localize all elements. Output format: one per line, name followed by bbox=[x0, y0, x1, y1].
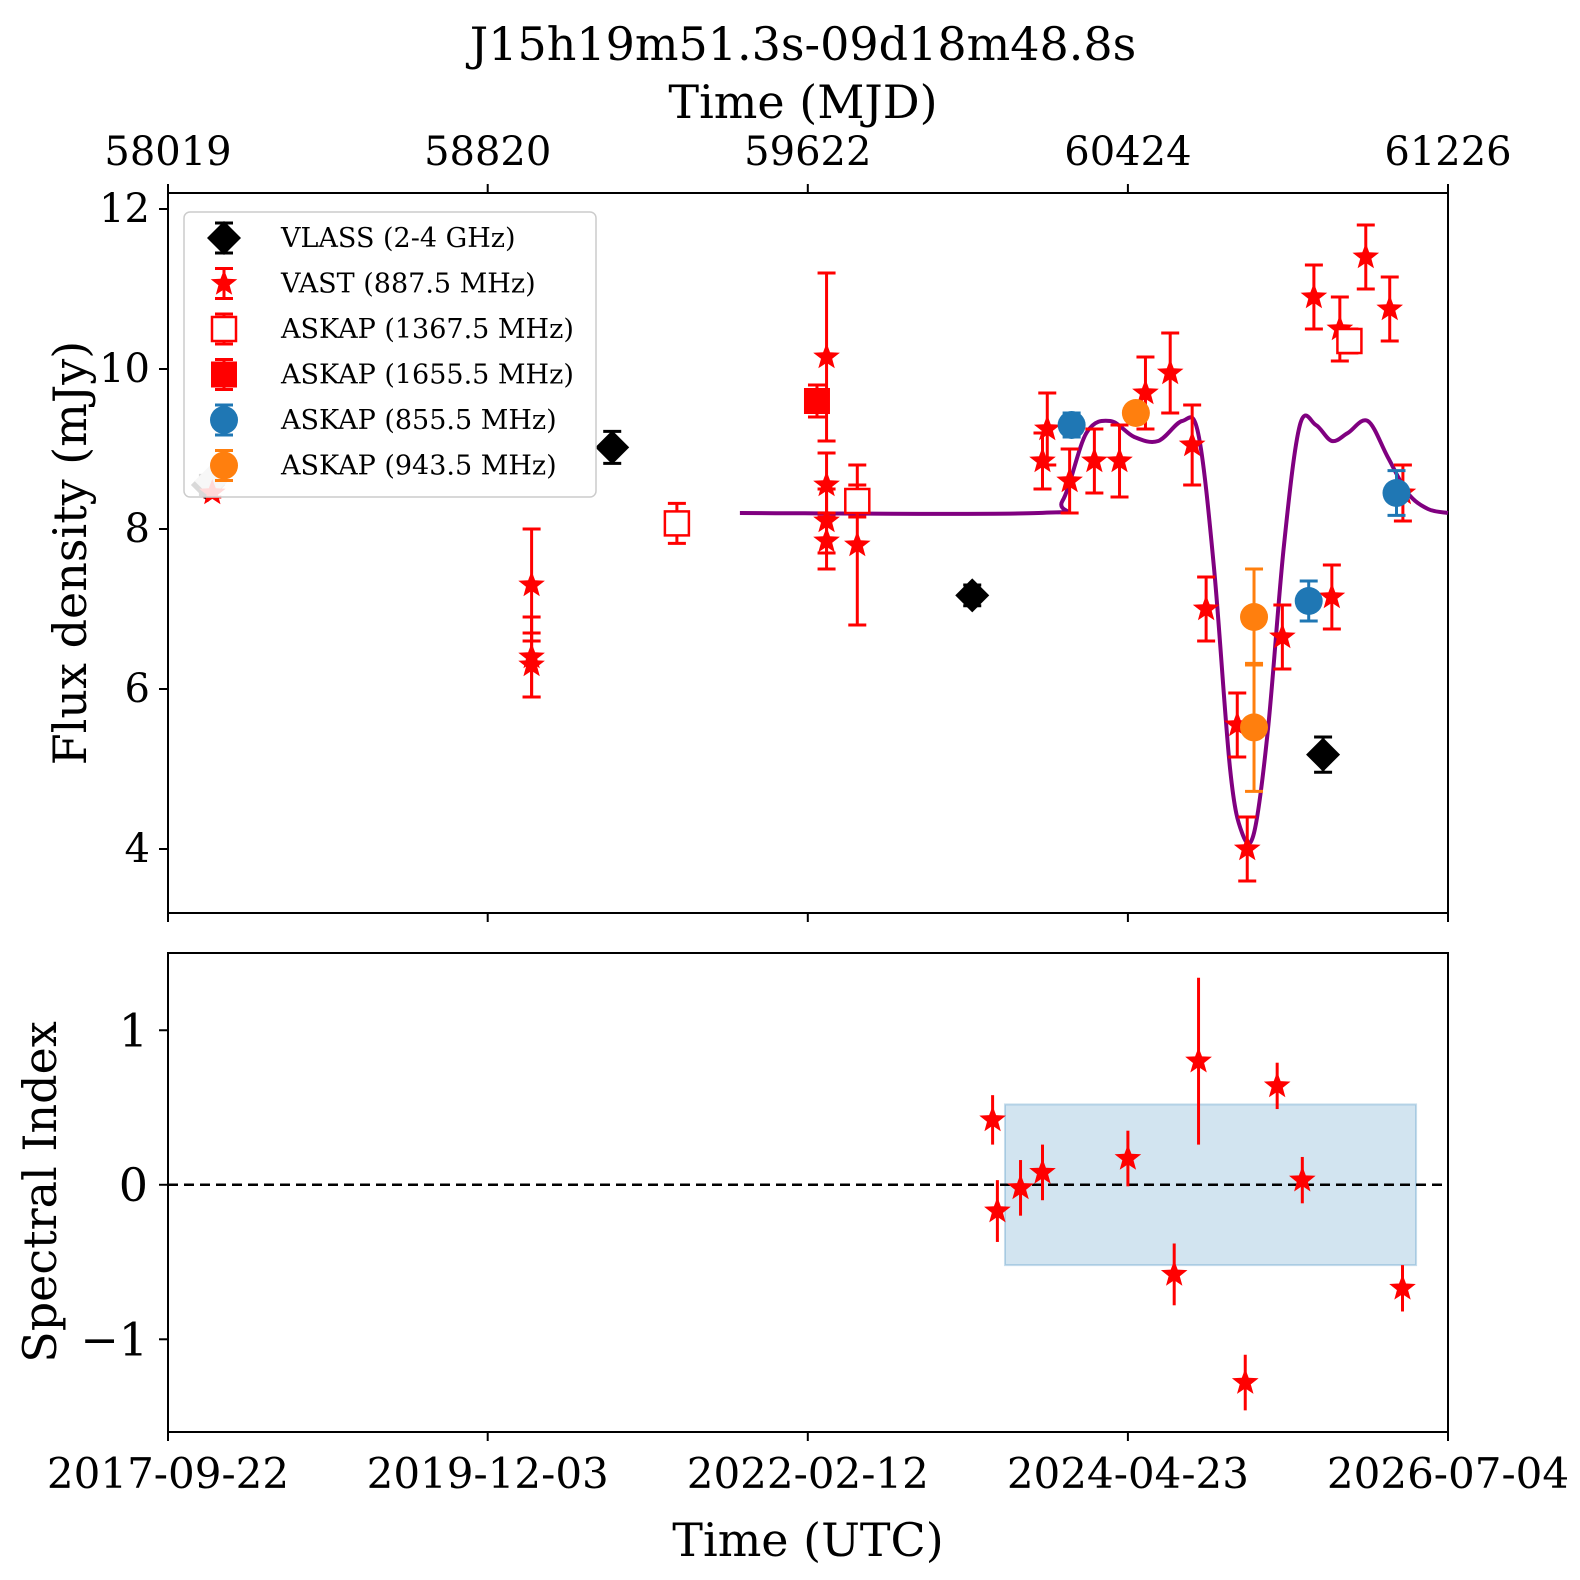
top-data-point bbox=[813, 343, 840, 369]
top-data-point bbox=[595, 430, 630, 465]
bottom-data-point bbox=[1389, 1274, 1416, 1300]
top-data-point bbox=[1240, 603, 1269, 631]
bottom-y-axis-label: Spectral Index bbox=[13, 1021, 67, 1363]
top-data-point bbox=[1223, 711, 1251, 737]
top-data-point bbox=[1306, 737, 1341, 772]
top-data-point bbox=[1318, 583, 1346, 609]
top-data-point bbox=[844, 487, 871, 515]
top-data-point bbox=[1132, 379, 1159, 405]
top-x-axis-label: Time (MJD) bbox=[668, 75, 937, 129]
top-y-axis-label: Flux density (mJy) bbox=[43, 341, 97, 765]
model-curve bbox=[739, 413, 1449, 846]
bottom-data-point bbox=[984, 1197, 1011, 1223]
legend-frame bbox=[183, 211, 597, 498]
top-data-point bbox=[1269, 623, 1296, 649]
bottom-y-tick-label: −1 bbox=[80, 1312, 148, 1366]
bottom-data-point bbox=[1289, 1166, 1316, 1192]
bottom-data-point bbox=[1029, 1158, 1056, 1184]
figure-title: J15h19m51.3s-09d18m48.8s bbox=[466, 17, 1136, 71]
top-y-tick-label: 6 bbox=[125, 666, 150, 712]
top-data-point bbox=[518, 571, 545, 597]
top-data-point bbox=[1352, 243, 1380, 269]
bottom-panel-points bbox=[979, 977, 1416, 1411]
top-data-point bbox=[955, 578, 990, 613]
top-data-point bbox=[813, 471, 840, 497]
bottom-data-point bbox=[1185, 1047, 1212, 1073]
top-x-tick-label: 60424 bbox=[1064, 129, 1191, 175]
top-panel-ticks: 4 6 8 10 12 58019 58820 59622 60424 61226 bbox=[99, 129, 1512, 922]
top-data-point bbox=[1081, 447, 1108, 473]
legend-label: ASKAP (943.5 MHz) bbox=[280, 451, 557, 482]
top-data-point bbox=[1056, 467, 1083, 493]
bottom-data-point bbox=[1114, 1144, 1142, 1170]
top-data-point bbox=[1106, 447, 1133, 473]
legend-label: ASKAP (1655.5 MHz) bbox=[280, 360, 574, 391]
bottom-x-tick-label: 2017-09-22 bbox=[47, 1449, 289, 1498]
top-data-point bbox=[1192, 595, 1220, 621]
bottom-x-tick-label: 2022-02-12 bbox=[687, 1449, 929, 1498]
top-y-tick-label: 12 bbox=[99, 186, 150, 232]
bottom-data-point bbox=[1231, 1368, 1259, 1394]
top-data-point bbox=[1178, 431, 1206, 457]
top-y-tick-label: 10 bbox=[99, 346, 150, 392]
top-data-point bbox=[1300, 283, 1328, 309]
top-x-tick-label: 59622 bbox=[744, 129, 871, 175]
top-y-tick-label: 4 bbox=[125, 826, 150, 872]
bottom-x-tick-label: 2024-04-23 bbox=[1007, 1449, 1249, 1498]
top-data-point bbox=[518, 651, 545, 677]
legend-marker bbox=[210, 406, 238, 434]
top-data-point bbox=[1034, 415, 1061, 441]
legend-marker bbox=[210, 315, 238, 343]
top-data-point bbox=[1326, 315, 1354, 341]
legend-marker bbox=[207, 221, 241, 255]
legend-marker bbox=[211, 361, 237, 388]
bottom-x-tick-label: 2019-12-03 bbox=[367, 1449, 609, 1498]
spectral-index-panel: 1 0 −1 2017-09-22 2019-12-03 2022-02-12 2024-0… bbox=[13, 952, 1569, 1567]
top-data-point bbox=[1121, 399, 1150, 427]
bottom-y-tick-label: 1 bbox=[119, 1003, 148, 1057]
top-data-point bbox=[1382, 479, 1411, 507]
bottom-data-point bbox=[1160, 1260, 1188, 1286]
top-data-point bbox=[813, 527, 840, 553]
bottom-x-tick-label: 2026-07-04 bbox=[1327, 1449, 1569, 1498]
top-data-point bbox=[844, 531, 871, 557]
top-x-tick-label: 58019 bbox=[104, 129, 231, 175]
flux-density-panel: 4 6 8 10 12 58019 58820 59622 60424 61226 Flux de… bbox=[43, 129, 1512, 922]
top-data-point bbox=[663, 510, 691, 537]
legend-label: ASKAP (855.5 MHz) bbox=[280, 405, 557, 436]
top-data-point bbox=[803, 388, 830, 414]
bottom-data-point bbox=[1263, 1071, 1291, 1098]
top-data-point bbox=[1029, 447, 1056, 473]
top-x-tick-label: 61226 bbox=[1384, 129, 1511, 175]
model-curve-line bbox=[739, 413, 1449, 846]
top-y-tick-label: 8 bbox=[125, 506, 150, 552]
top-data-point bbox=[1336, 327, 1363, 355]
top-panel-points bbox=[190, 223, 1417, 883]
legend-label: VLASS (2-4 GHz) bbox=[280, 223, 516, 254]
legend-label: ASKAP (1367.5 MHz) bbox=[280, 314, 574, 345]
top-data-point bbox=[1057, 411, 1086, 439]
top-x-tick-label: 58820 bbox=[424, 129, 551, 175]
top-data-point bbox=[813, 507, 840, 533]
legend-marker bbox=[210, 269, 238, 295]
legend-label: VAST (887.5 MHz) bbox=[280, 269, 536, 300]
bottom-x-axis-label: Time (UTC) bbox=[672, 1513, 943, 1567]
top-data-point bbox=[1376, 295, 1403, 321]
bottom-panel-ticks: 1 0 −1 2017-09-22 2019-12-03 2022-02-12 2024-0… bbox=[47, 1003, 1569, 1498]
top-data-point bbox=[1240, 713, 1269, 742]
bottom-y-tick-label: 0 bbox=[119, 1158, 148, 1212]
legend: VLASS (2-4 GHz) VAST (887.5 MHz) ASKAP (13… bbox=[183, 211, 597, 498]
top-data-point bbox=[1156, 359, 1184, 385]
bottom-data-point bbox=[1007, 1173, 1034, 1200]
top-data-point bbox=[1233, 835, 1261, 861]
legend-marker bbox=[210, 451, 238, 480]
bottom-data-point bbox=[979, 1105, 1006, 1132]
top-data-point bbox=[1294, 587, 1323, 615]
